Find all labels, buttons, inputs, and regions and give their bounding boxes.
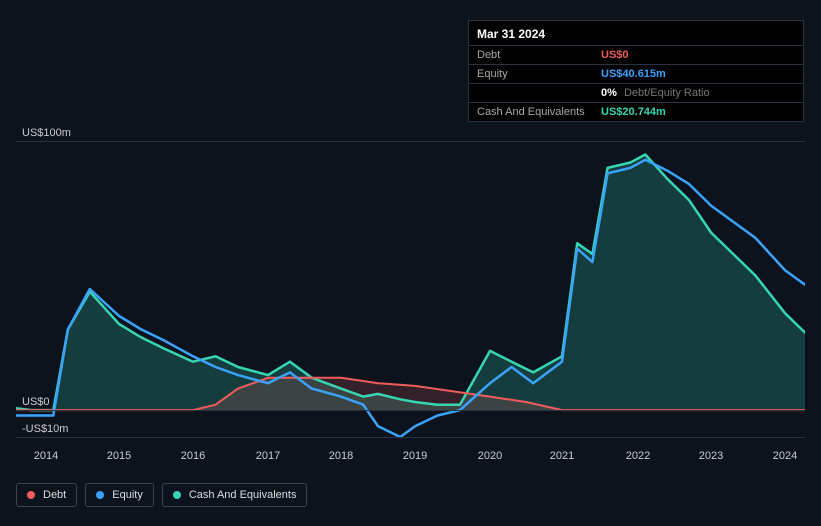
legend-dot-icon (96, 491, 104, 499)
legend-item[interactable]: Equity (85, 483, 154, 507)
tooltip-row: 0% Debt/Equity Ratio (469, 83, 803, 102)
legend-label: Debt (43, 489, 66, 501)
tooltip-row: EquityUS$40.615m (469, 64, 803, 83)
legend-label: Cash And Equivalents (189, 489, 297, 501)
tooltip-label: Equity (477, 68, 601, 80)
x-axis-label: 2015 (107, 450, 131, 462)
x-axis-label: 2022 (626, 450, 650, 462)
tooltip-row: Cash And EquivalentsUS$20.744m (469, 102, 803, 121)
tooltip-sublabel: Debt/Equity Ratio (621, 87, 710, 99)
tooltip-date: Mar 31 2024 (469, 21, 803, 45)
gridline (16, 410, 805, 411)
tooltip-row: DebtUS$0 (469, 45, 803, 64)
x-axis-label: 2023 (699, 450, 723, 462)
y-axis-label: US$100m (22, 127, 71, 139)
legend-item[interactable]: Cash And Equivalents (162, 483, 308, 507)
legend-dot-icon (173, 491, 181, 499)
tooltip-value: US$0 (601, 49, 629, 61)
chart-tooltip: Mar 31 2024 DebtUS$0EquityUS$40.615m0% D… (468, 20, 804, 122)
y-axis-label: US$0 (22, 396, 50, 408)
gridline (16, 437, 805, 438)
tooltip-value: US$40.615m (601, 68, 666, 80)
tooltip-label: Debt (477, 49, 601, 61)
legend-dot-icon (27, 491, 35, 499)
x-axis-label: 2016 (181, 450, 205, 462)
tooltip-label (477, 87, 601, 99)
x-axis-label: 2019 (403, 450, 427, 462)
legend-label: Equity (112, 489, 143, 501)
legend-item[interactable]: Debt (16, 483, 77, 507)
chart-legend: Debt Equity Cash And Equivalents (16, 483, 307, 507)
gridline (16, 141, 805, 142)
x-axis-label: 2018 (329, 450, 353, 462)
x-axis-label: 2017 (256, 450, 280, 462)
y-axis-label: -US$10m (22, 423, 68, 435)
tooltip-value: US$20.744m (601, 106, 666, 118)
tooltip-value: 0% Debt/Equity Ratio (601, 87, 710, 99)
x-axis-label: 2021 (550, 450, 574, 462)
chart-container: Mar 31 2024 DebtUS$0EquityUS$40.615m0% D… (0, 0, 821, 526)
x-axis-label: 2014 (34, 450, 58, 462)
x-axis-label: 2020 (478, 450, 502, 462)
tooltip-label: Cash And Equivalents (477, 106, 601, 118)
x-axis-label: 2024 (773, 450, 797, 462)
